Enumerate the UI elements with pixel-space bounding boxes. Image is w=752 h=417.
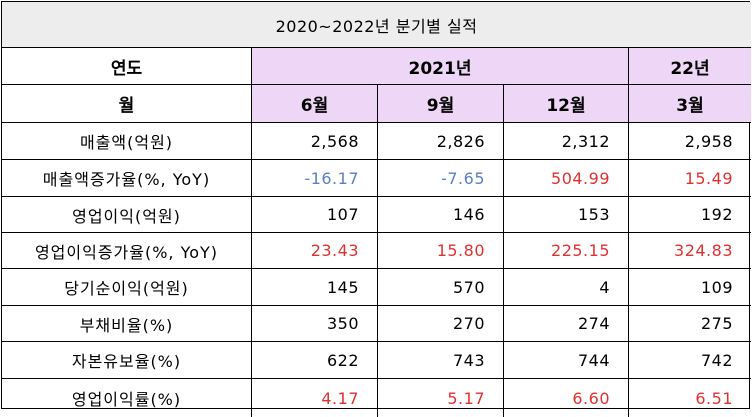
- value-cell: -16.17: [252, 160, 378, 197]
- value-cell: 145: [252, 269, 378, 306]
- table-title: 2020~2022년 분기별 실적: [2, 2, 751, 48]
- value-cell: 4: [504, 269, 629, 306]
- value-cell: 274: [504, 306, 629, 342]
- value-cell: 270: [378, 306, 504, 342]
- value-cell: 109: [629, 269, 751, 306]
- value-cell: 225.15: [504, 233, 629, 269]
- value-cell: 2,568: [252, 123, 378, 160]
- month-cell: 6월: [252, 85, 378, 123]
- row-label-reserve-ratio: 자본유보율(%): [2, 342, 252, 379]
- year-22-cell: 22년: [629, 48, 751, 85]
- month-cell: 3월: [629, 85, 751, 123]
- value-cell: 350: [252, 306, 378, 342]
- value-cell: 2,826: [378, 123, 504, 160]
- value-cell: 742: [629, 342, 751, 379]
- value-cell: 570: [378, 269, 504, 306]
- row-label-revenue-growth: 매출액증가율(%, YoY): [2, 160, 252, 197]
- value-cell: 192: [629, 197, 751, 233]
- row-label-operating-profit-growth: 영업이익증가율(%, YoY): [2, 233, 252, 269]
- value-cell: -7.65: [378, 160, 504, 197]
- value-cell: 4.17: [252, 379, 378, 417]
- value-cell: 15.80: [378, 233, 504, 269]
- value-cell: 743: [378, 342, 504, 379]
- value-cell: 622: [252, 342, 378, 379]
- value-cell: 2,312: [504, 123, 629, 160]
- year-2021-cell: 2021년: [252, 48, 629, 85]
- month-cell: 12월: [504, 85, 629, 123]
- month-label-cell: 월: [2, 85, 252, 123]
- row-label-net-income: 당기순이익(억원): [2, 269, 252, 306]
- value-cell: 744: [504, 342, 629, 379]
- value-cell: 23.43: [252, 233, 378, 269]
- value-cell: 5.17: [378, 379, 504, 417]
- value-cell: 324.83: [629, 233, 751, 269]
- value-cell: 504.99: [504, 160, 629, 197]
- value-cell: 275: [629, 306, 751, 342]
- row-label-operating-profit: 영업이익(억원): [2, 197, 252, 233]
- row-label-operating-margin: 영업이익률(%): [2, 379, 252, 417]
- month-cell: 9월: [378, 85, 504, 123]
- year-label-cell: 연도: [2, 48, 252, 85]
- value-cell: 2,958: [629, 123, 751, 160]
- value-cell: 153: [504, 197, 629, 233]
- value-cell: 15.49: [629, 160, 751, 197]
- value-cell: 107: [252, 197, 378, 233]
- row-label-debt-ratio: 부채비율(%): [2, 306, 252, 342]
- value-cell: 146: [378, 197, 504, 233]
- value-cell: 6.60: [504, 379, 629, 417]
- row-label-revenue: 매출액(억원): [2, 123, 252, 160]
- value-cell: 6.51: [695, 388, 733, 408]
